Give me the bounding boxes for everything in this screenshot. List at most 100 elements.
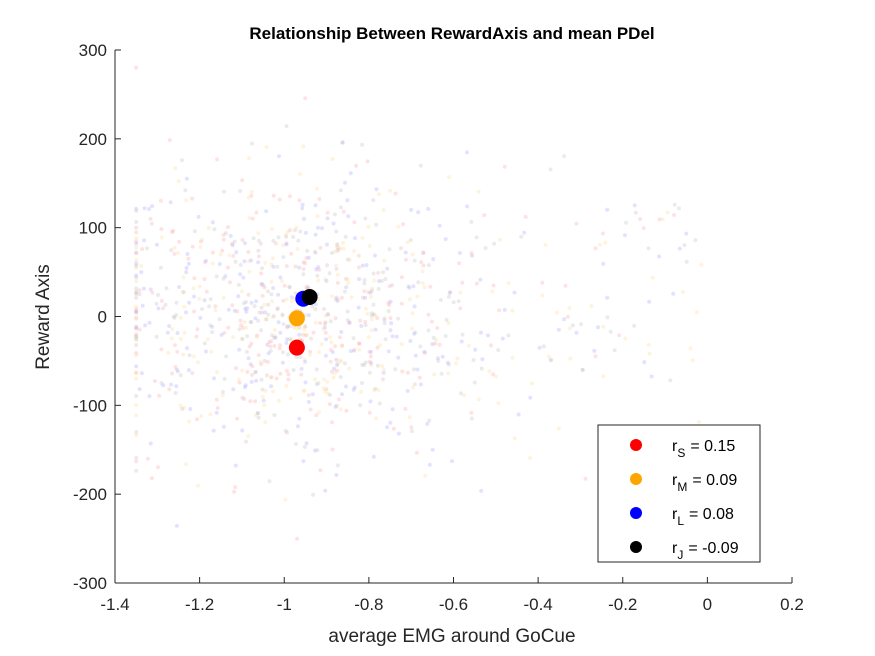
background-point bbox=[134, 343, 139, 348]
background-point bbox=[287, 285, 292, 290]
background-point bbox=[420, 281, 425, 285]
background-point bbox=[466, 343, 471, 348]
legend-label: rM = 0.09 bbox=[672, 472, 737, 494]
background-point bbox=[543, 243, 548, 247]
background-point bbox=[254, 210, 259, 215]
background-point bbox=[244, 325, 249, 330]
background-point bbox=[134, 325, 139, 330]
background-point bbox=[344, 408, 349, 413]
background-point bbox=[195, 417, 199, 422]
background-point bbox=[184, 176, 189, 181]
background-point bbox=[310, 392, 315, 397]
background-point bbox=[134, 258, 139, 263]
background-point bbox=[409, 207, 414, 212]
background-point bbox=[445, 360, 450, 365]
background-point bbox=[344, 384, 348, 389]
background-point bbox=[418, 382, 423, 387]
background-point bbox=[169, 248, 174, 253]
background-point bbox=[308, 349, 313, 354]
background-point bbox=[336, 397, 341, 402]
background-point bbox=[362, 289, 367, 294]
background-point bbox=[593, 246, 598, 251]
background-point bbox=[369, 349, 373, 354]
background-point bbox=[254, 335, 259, 339]
background-point bbox=[356, 253, 361, 258]
background-point bbox=[270, 256, 275, 261]
background-point bbox=[330, 350, 335, 355]
background-point bbox=[633, 210, 638, 215]
background-point bbox=[285, 430, 289, 435]
background-point bbox=[352, 220, 357, 225]
background-point bbox=[134, 279, 139, 284]
background-point bbox=[176, 369, 180, 374]
background-point bbox=[537, 345, 542, 350]
background-point bbox=[259, 377, 264, 382]
legend-marker bbox=[630, 439, 642, 451]
background-point bbox=[232, 489, 237, 494]
background-point bbox=[379, 279, 384, 283]
background-point bbox=[319, 342, 324, 347]
background-point bbox=[240, 337, 245, 342]
background-point bbox=[548, 167, 553, 172]
background-point bbox=[400, 369, 405, 374]
mean-point-j bbox=[301, 289, 318, 305]
y-tick-label: 300 bbox=[79, 41, 107, 60]
background-point bbox=[181, 352, 186, 357]
background-point bbox=[187, 368, 191, 373]
background-point bbox=[357, 341, 362, 346]
background-point bbox=[367, 349, 372, 354]
background-point bbox=[451, 300, 456, 305]
background-point bbox=[632, 203, 637, 208]
y-tick-label: 100 bbox=[79, 219, 107, 238]
background-point bbox=[215, 157, 220, 162]
background-point bbox=[601, 261, 606, 266]
background-point bbox=[696, 419, 701, 424]
background-point bbox=[340, 392, 344, 397]
background-point bbox=[184, 462, 189, 467]
background-point bbox=[347, 258, 352, 263]
background-point bbox=[243, 385, 247, 390]
background-point bbox=[294, 441, 298, 446]
background-point bbox=[284, 124, 289, 129]
background-point bbox=[184, 270, 189, 275]
background-point bbox=[226, 265, 230, 270]
background-point bbox=[623, 336, 628, 341]
background-point bbox=[134, 261, 139, 266]
background-point bbox=[163, 302, 168, 307]
background-point bbox=[413, 330, 418, 335]
background-point bbox=[134, 394, 139, 398]
background-point bbox=[500, 336, 505, 341]
background-point bbox=[352, 249, 357, 253]
background-point bbox=[446, 321, 451, 326]
background-point bbox=[332, 249, 337, 254]
background-point bbox=[238, 189, 243, 193]
background-point bbox=[430, 319, 434, 324]
background-point bbox=[175, 349, 180, 354]
background-point bbox=[289, 251, 294, 256]
background-point bbox=[247, 269, 252, 274]
background-point bbox=[288, 228, 293, 233]
background-point bbox=[272, 314, 276, 318]
background-point bbox=[579, 322, 584, 327]
background-point bbox=[388, 299, 393, 304]
background-point bbox=[335, 363, 340, 368]
background-point bbox=[134, 206, 139, 211]
background-point bbox=[336, 297, 341, 302]
background-point bbox=[325, 379, 330, 384]
background-point bbox=[260, 266, 264, 271]
background-point bbox=[358, 318, 363, 323]
background-point bbox=[340, 140, 345, 145]
background-point bbox=[161, 383, 166, 388]
background-point bbox=[412, 258, 417, 263]
background-point bbox=[446, 371, 451, 376]
background-point bbox=[208, 297, 213, 302]
background-point bbox=[175, 367, 179, 372]
background-point bbox=[221, 276, 226, 281]
background-point bbox=[222, 330, 227, 335]
x-ticks: -1.4 -1.2 -1 -0.8 -0.6 -0.4 -0.2 0 0.2 bbox=[100, 577, 804, 614]
background-point bbox=[298, 229, 303, 234]
background-point bbox=[346, 214, 351, 219]
background-point bbox=[284, 241, 289, 246]
background-point bbox=[199, 239, 203, 244]
background-point bbox=[313, 232, 318, 237]
